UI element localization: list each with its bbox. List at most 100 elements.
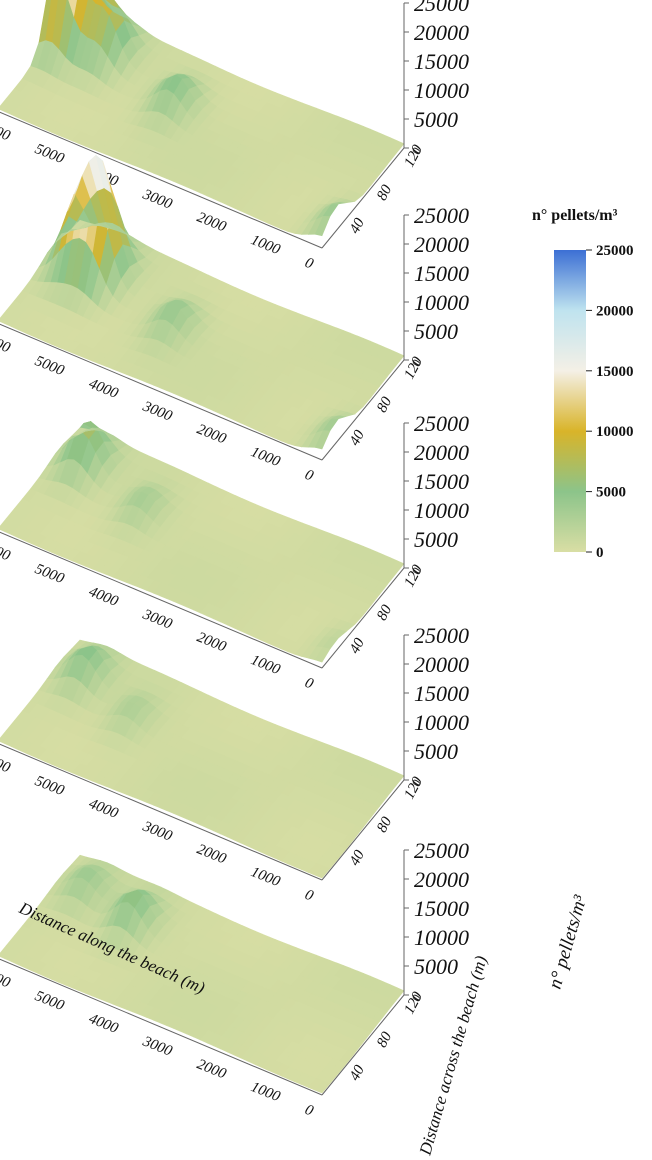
y-tick-label: 80 [374, 1029, 395, 1050]
y-tick-label: 80 [374, 182, 395, 203]
colorbar-title: n° pellets/m³ [532, 207, 618, 224]
y-tick-label: 40 [347, 847, 368, 868]
x-axis-line [0, 958, 323, 1096]
y-axis-line [321, 994, 405, 1096]
z-tick-label: 15000 [414, 49, 469, 74]
y-tick-label: 80 [374, 814, 395, 835]
x-tick-label: 3000 [140, 818, 175, 845]
z-tick-label: 25000 [414, 838, 469, 863]
x-tick-label: 0 [303, 467, 316, 485]
colorbar-tick-label: 25000 [596, 243, 634, 259]
y-tick-label: 40 [347, 635, 368, 656]
colorbar-tick-label: 10000 [596, 424, 634, 440]
x-tick-label: 5000 [33, 141, 67, 167]
z-tick-label: 20000 [414, 652, 469, 677]
x-tick-label: 3000 [140, 398, 175, 425]
z-tick-label: 0 [409, 358, 424, 368]
surface-panels: 0100020003000400050006000408012005000100… [0, 0, 469, 1120]
x-tick-label: 6000 [0, 118, 13, 144]
surface-panel: 0100020003000400050006000408012005000100… [0, 838, 469, 1120]
x-tick-label: 4000 [87, 584, 121, 610]
y-axis-line [321, 147, 405, 249]
y-tick-label: 80 [374, 394, 395, 415]
y-tick-label: 40 [347, 1062, 368, 1083]
z-tick-label: 5000 [414, 739, 458, 764]
z-tick-label: 10000 [414, 498, 469, 523]
x-tick-label: 1000 [249, 864, 283, 890]
x-tick-label: 6000 [0, 750, 13, 776]
z-tick-label: 5000 [414, 954, 458, 979]
z-tick-label: 15000 [414, 261, 469, 286]
z-tick-label: 5000 [414, 107, 458, 132]
z-tick-label: 15000 [414, 469, 469, 494]
x-tick-label: 6000 [0, 538, 13, 564]
z-tick-label: 20000 [414, 232, 469, 257]
z-tick-label: 25000 [414, 0, 469, 16]
x-tick-label: 2000 [195, 421, 229, 447]
x-tick-label: 2000 [195, 209, 229, 235]
z-tick-label: 10000 [414, 290, 469, 315]
z-tick-label: 25000 [414, 203, 469, 228]
z-tick-label: 20000 [414, 440, 469, 465]
x-axis-line [0, 743, 323, 881]
colorbar-tick-label: 15000 [596, 364, 634, 380]
x-tick-label: 4000 [87, 1011, 121, 1037]
surface-panel: 0100020003000400050006000408012005000100… [0, 623, 469, 905]
z-tick-label: 5000 [414, 527, 458, 552]
y-tick-label: 120 [401, 354, 426, 382]
y-tick-label: 120 [401, 774, 426, 802]
x-tick-label: 4000 [87, 376, 121, 402]
x-axis-line [0, 531, 323, 669]
x-tick-label: 0 [303, 887, 316, 905]
y-tick-label: 40 [347, 215, 368, 236]
surface-patch [388, 560, 405, 575]
y-tick-label: 120 [401, 562, 426, 590]
z-tick-label: 10000 [414, 710, 469, 735]
y-axis-label: Distance across the beach (m) [415, 953, 490, 1158]
z-tick-label: 25000 [414, 623, 469, 648]
x-tick-label: 1000 [249, 652, 283, 678]
colorbar-tick-label: 5000 [596, 485, 626, 501]
z-axis-label: n° pellets/m³ [545, 893, 592, 991]
z-tick-label: 25000 [414, 411, 469, 436]
x-tick-label: 5000 [33, 561, 67, 587]
x-tick-label: 2000 [195, 841, 229, 867]
x-axis-line [0, 323, 323, 461]
y-axis-line [321, 359, 405, 461]
z-tick-label: 0 [409, 146, 424, 156]
x-tick-label: 1000 [249, 1079, 283, 1105]
x-tick-label: 2000 [195, 1056, 229, 1082]
colorbar: n° pellets/m³ 0 5000 10000 15000 20000 25000 [532, 207, 634, 561]
z-tick-label: 10000 [414, 78, 469, 103]
z-tick-label: 0 [409, 778, 424, 788]
colorbar-tick-label: 20000 [596, 303, 634, 319]
surface-panel: 0100020003000400050006000408012005000100… [0, 0, 469, 273]
y-axis-line [321, 567, 405, 669]
z-tick-label: 0 [409, 566, 424, 576]
y-axis-line [321, 779, 405, 881]
surface-patch [101, 0, 108, 6]
z-tick-label: 20000 [414, 20, 469, 45]
z-tick-label: 0 [409, 993, 424, 1003]
y-tick-label: 40 [347, 427, 368, 448]
x-tick-label: 0 [303, 255, 316, 273]
z-tick-label: 15000 [414, 896, 469, 921]
x-tick-label: 5000 [33, 773, 67, 799]
x-tick-label: 3000 [140, 606, 175, 633]
y-tick-label: 120 [401, 142, 426, 170]
z-tick-label: 15000 [414, 681, 469, 706]
x-tick-label: 3000 [140, 186, 175, 213]
x-tick-label: 6000 [0, 965, 13, 991]
colorbar-ticks: 0 5000 10000 15000 20000 25000 [586, 243, 634, 561]
z-tick-label: 5000 [414, 319, 458, 344]
x-tick-label: 5000 [33, 353, 67, 379]
x-tick-label: 5000 [33, 988, 67, 1014]
x-tick-label: 0 [303, 1102, 316, 1120]
surface-patch [388, 140, 405, 155]
x-axis-line [0, 111, 323, 249]
y-tick-label: 80 [374, 602, 395, 623]
y-tick-label: 120 [401, 989, 426, 1017]
x-tick-label: 1000 [249, 444, 283, 470]
z-tick-label: 20000 [414, 867, 469, 892]
